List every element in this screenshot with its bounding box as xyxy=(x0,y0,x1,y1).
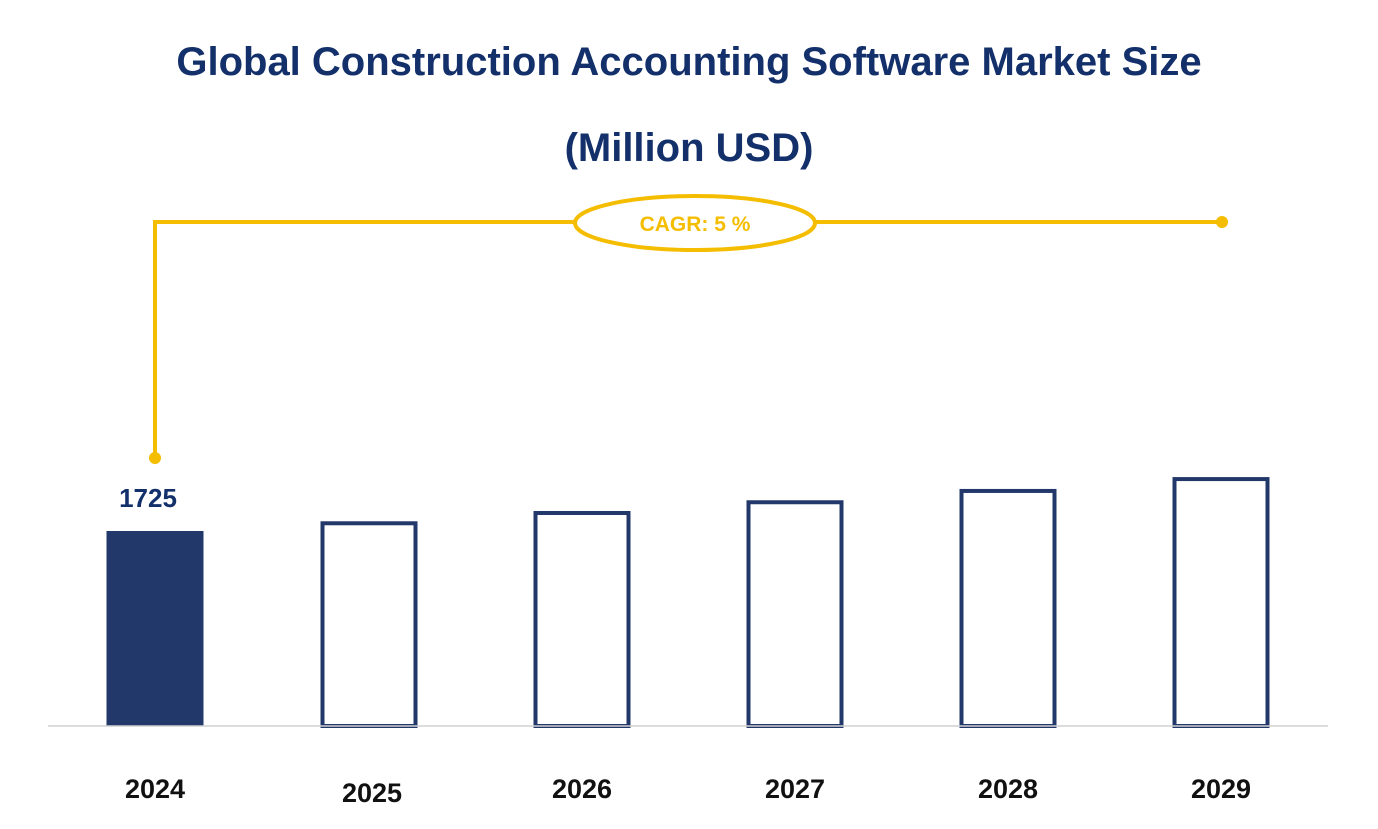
x-tick-label-2025: 2025 xyxy=(342,778,402,808)
cagr-start-dot xyxy=(149,452,161,464)
cagr-connector-line xyxy=(153,220,575,458)
x-tick-label-2024: 2024 xyxy=(125,774,185,804)
x-tick-label-2026: 2026 xyxy=(552,774,612,804)
bar-2024 xyxy=(106,531,204,726)
cagr-annotation: CAGR: 5 % xyxy=(149,194,1228,464)
bar-2028 xyxy=(959,488,1057,728)
bar-2027 xyxy=(746,500,844,728)
x-tick-label-2029: 2029 xyxy=(1191,774,1251,804)
bar-2026 xyxy=(533,510,631,729)
cagr-label: CAGR: 5 % xyxy=(640,213,751,236)
chart-title: Global Construction Accounting Software … xyxy=(176,40,1202,84)
chart-subtitle: (Million USD) xyxy=(564,126,814,170)
bar-series xyxy=(106,477,1270,729)
cagr-end-dot xyxy=(1216,216,1228,228)
x-axis-ticks: 2024 2025 2026 2027 2028 2029 xyxy=(125,774,1251,808)
x-tick-label-2028: 2028 xyxy=(978,774,1038,804)
x-tick-label-2027: 2027 xyxy=(765,774,825,804)
data-labels: 1725 xyxy=(119,483,177,513)
bar-2025 xyxy=(320,521,418,728)
data-label-2024: 1725 xyxy=(119,483,177,513)
bar-2029 xyxy=(1172,477,1270,728)
cagr-badge xyxy=(573,194,817,252)
